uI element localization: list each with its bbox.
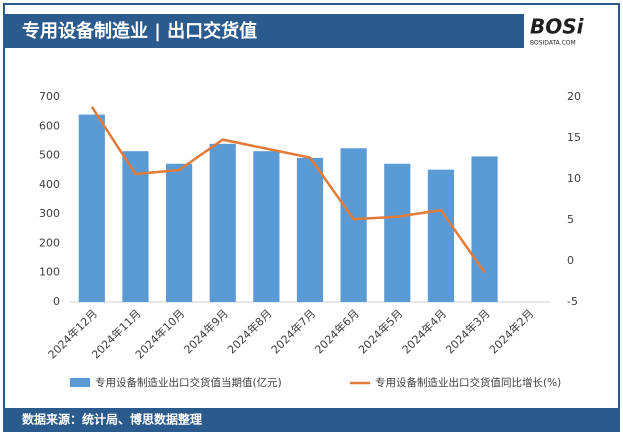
y-tick-label: 100: [39, 266, 60, 279]
legend-label: 专用设备制造业出口交货值当期值(亿元): [95, 376, 282, 389]
footer-bar: [4, 408, 619, 431]
y-tick-label: 0: [53, 295, 60, 308]
y-tick-label: 500: [39, 149, 60, 162]
logo-sub: BOSIDATA.COM: [530, 40, 576, 47]
y2-tick-label: 20: [567, 90, 581, 103]
legend-label: 专用设备制造业出口交货值同比增长(%): [375, 376, 561, 389]
bar: [296, 157, 324, 302]
y2-tick-label: 15: [567, 131, 581, 144]
bar: [471, 156, 498, 302]
bar: [209, 143, 236, 302]
bar: [427, 169, 454, 302]
header-title: 专用设备制造业 | 出口交货值: [22, 20, 257, 42]
y-tick-label: 300: [39, 207, 60, 220]
line: [90, 106, 486, 274]
y2-tick-label: -5: [567, 295, 578, 308]
y2-tick-label: 0: [567, 254, 574, 267]
y-tick-label: 200: [39, 236, 60, 249]
bar: [122, 151, 149, 302]
bar: [253, 151, 280, 302]
bar: [78, 114, 105, 302]
bar: [384, 163, 411, 302]
header-bar: [4, 14, 524, 48]
legend-swatch: [70, 378, 90, 387]
y-tick-label: 600: [39, 119, 60, 132]
y2-tick-label: 10: [567, 172, 581, 185]
logo: BOSi: [530, 15, 585, 39]
y-tick-label: 700: [39, 90, 60, 103]
bar: [340, 148, 367, 302]
footer-source: 数据来源：统计局、博思数据整理: [22, 412, 202, 427]
y-tick-label: 400: [39, 178, 60, 191]
y2-tick-label: 5: [567, 213, 574, 226]
bar: [166, 163, 193, 302]
